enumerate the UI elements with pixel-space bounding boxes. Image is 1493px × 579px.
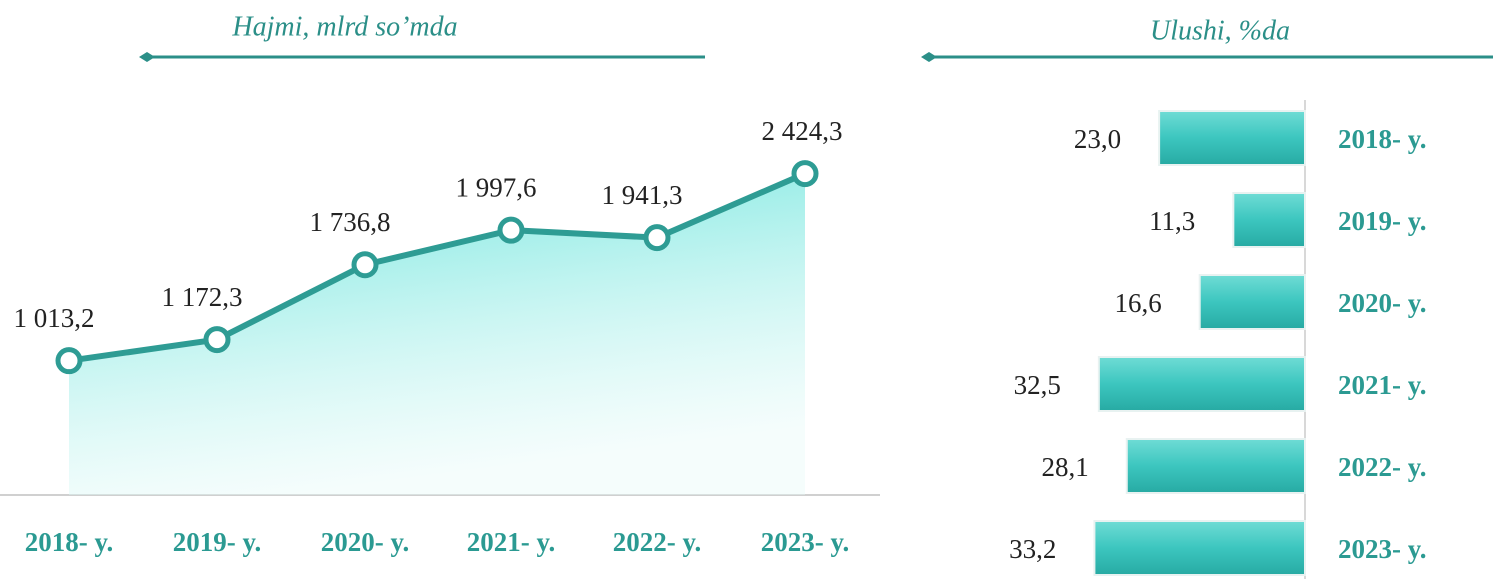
y-tick-label: 2023- y. <box>1338 534 1427 564</box>
data-label: 11,3 <box>1149 206 1195 236</box>
x-tick-label: 2020- y. <box>321 527 410 557</box>
y-tick-label: 2021- y. <box>1338 370 1427 400</box>
y-tick-label: 2019- y. <box>1338 206 1427 236</box>
data-label: 28,1 <box>1042 452 1089 482</box>
x-tick-label: 2023- y. <box>761 527 850 557</box>
data-label: 1 013,2 <box>14 303 95 333</box>
area <box>69 173 805 495</box>
bar <box>1093 520 1306 576</box>
y-tick-label: 2022- y. <box>1338 452 1427 482</box>
bar <box>1232 192 1306 248</box>
point <box>497 216 525 244</box>
point <box>643 224 671 252</box>
data-label: 32,5 <box>1014 370 1061 400</box>
chart-title: Hajmi, mlrd so’mda <box>231 11 457 42</box>
title-diamond <box>139 52 155 62</box>
x-tick-label: 2019- y. <box>173 527 262 557</box>
x-tick-label: 2022- y. <box>613 527 702 557</box>
line <box>68 170 807 364</box>
y-tick-label: 2018- y. <box>1338 124 1427 154</box>
x-tick-label: 2021- y. <box>467 527 556 557</box>
data-label: 16,6 <box>1114 288 1161 318</box>
data-label: 23,0 <box>1074 124 1121 154</box>
data-label: 1 736,8 <box>310 207 391 237</box>
data-label: 1 997,6 <box>456 172 537 202</box>
y-tick-label: 2020- y. <box>1338 288 1427 318</box>
point <box>791 160 819 188</box>
data-label: 2 424,3 <box>762 116 843 146</box>
data-label: 33,2 <box>1009 534 1056 564</box>
data-label: 1 941,3 <box>602 180 683 210</box>
point <box>351 251 379 279</box>
title-diamond <box>921 52 937 62</box>
point <box>203 326 231 354</box>
bar <box>1198 274 1307 330</box>
bar <box>1097 356 1307 412</box>
data-label: 1 172,3 <box>162 282 243 312</box>
chart-title: Ulushi, %da <box>1150 15 1290 46</box>
x-tick-label: 2018- y. <box>25 527 114 557</box>
point <box>55 347 83 375</box>
bar <box>1125 438 1307 494</box>
bar <box>1158 110 1306 166</box>
